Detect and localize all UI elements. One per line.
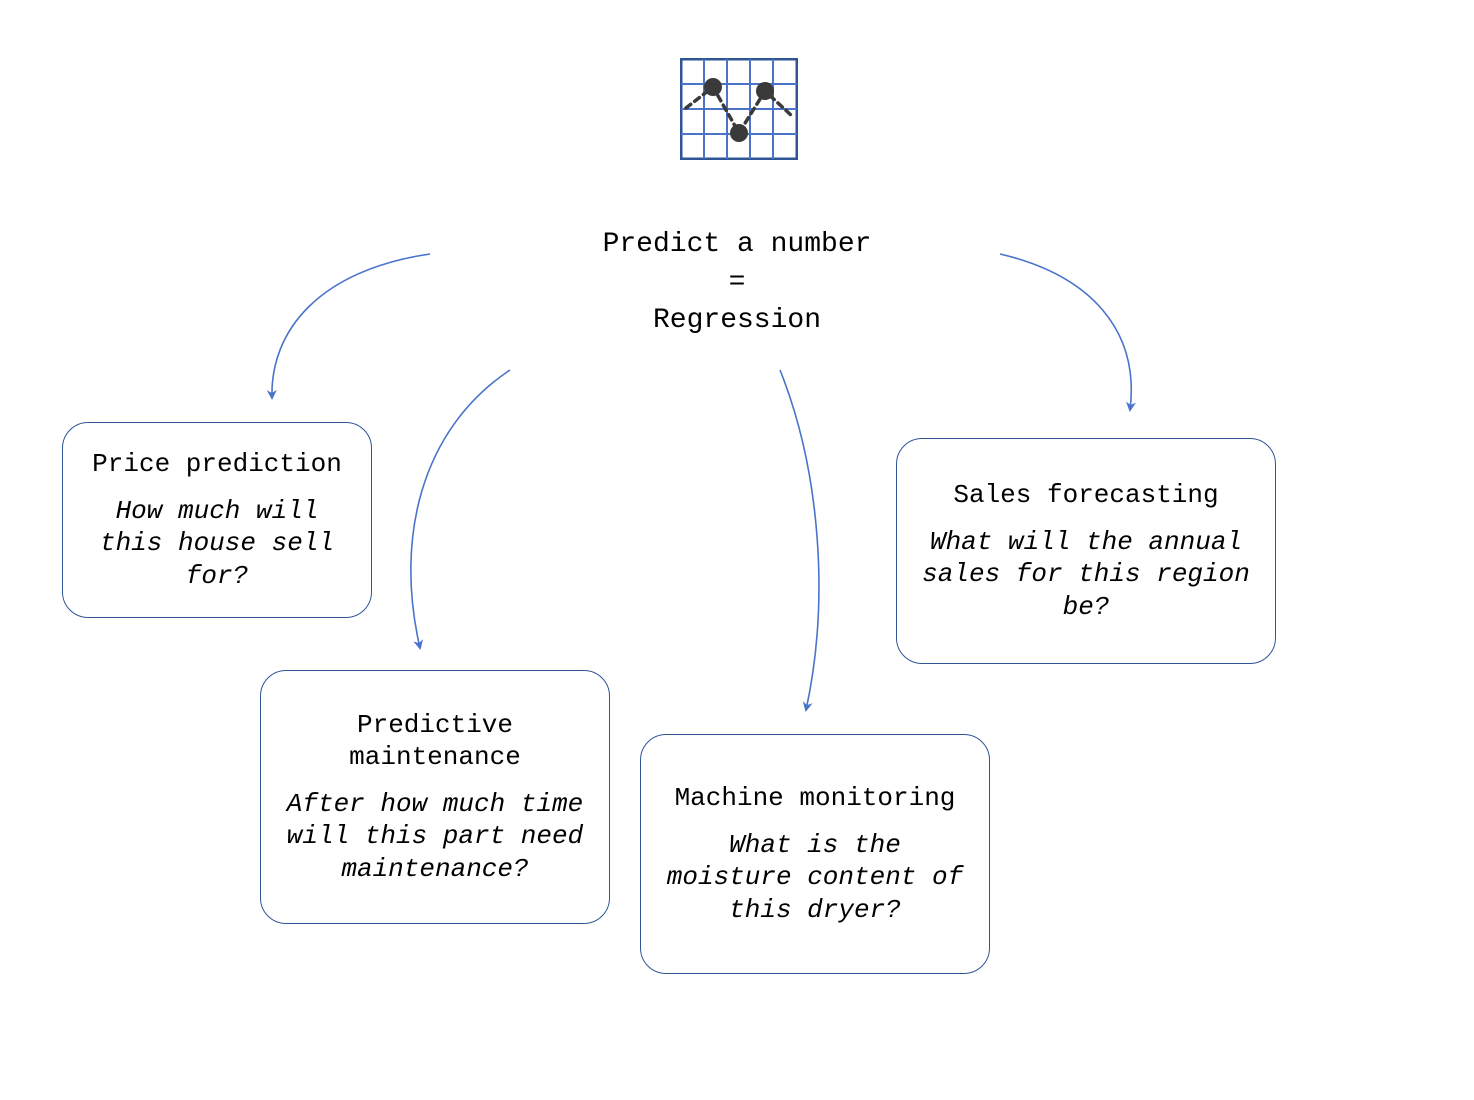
diagram-stage: Predict a number = Regression Price pred… [0, 0, 1474, 1100]
arrow-to-monitor [780, 370, 819, 710]
node-sales-title: Sales forecasting [953, 479, 1218, 512]
scatter-chart-icon [680, 58, 798, 160]
center-label: Predict a number = Regression [0, 226, 1474, 339]
node-price: Price prediction How much will this hous… [62, 422, 372, 618]
node-monitor: Machine monitoring What is the moisture … [640, 734, 990, 974]
node-monitor-title: Machine monitoring [675, 782, 956, 815]
node-predmaint-question: After how much time will this part need … [281, 788, 589, 886]
node-sales: Sales forecasting What will the annual s… [896, 438, 1276, 664]
node-monitor-question: What is the moisture content of this dry… [661, 829, 969, 927]
center-label-line1: Predict a number [0, 226, 1474, 264]
arrow-to-predmaint [411, 370, 510, 648]
node-predmaint-title: Predictive maintenance [281, 709, 589, 774]
center-label-line2: = [0, 264, 1474, 302]
node-price-title: Price prediction [92, 448, 342, 481]
center-label-line3: Regression [0, 302, 1474, 340]
node-predmaint: Predictive maintenance After how much ti… [260, 670, 610, 924]
node-price-question: How much will this house sell for? [83, 495, 351, 593]
node-sales-question: What will the annual sales for this regi… [917, 526, 1255, 624]
